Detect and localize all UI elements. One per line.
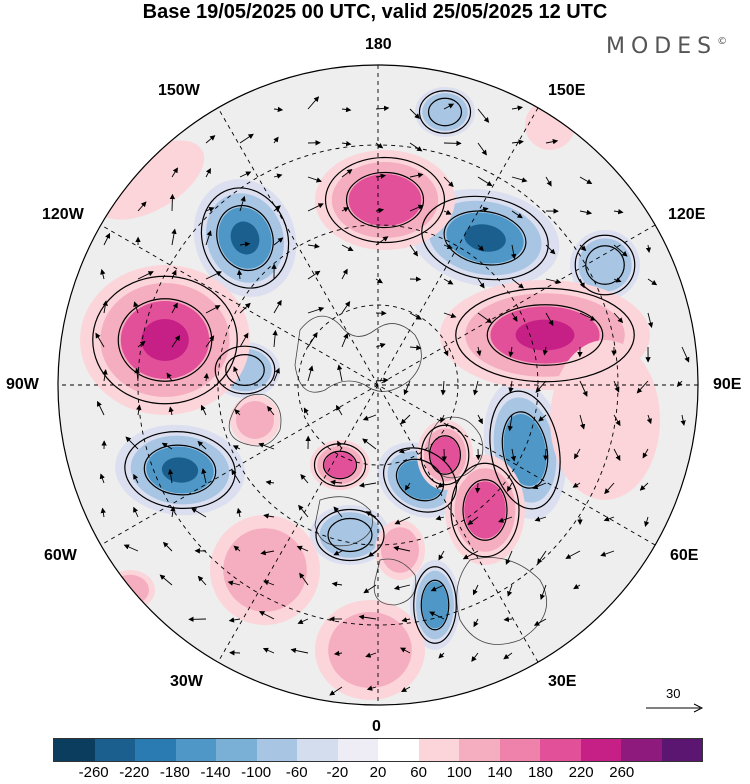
lon-label-90w: 90W — [6, 376, 39, 394]
lon-label-90e: 90E — [713, 376, 741, 394]
anomaly-blob — [223, 528, 307, 612]
anomaly-blob — [141, 319, 189, 361]
colorbar-swatch — [581, 739, 622, 761]
lon-label-150e: 150E — [548, 82, 585, 100]
colorbar-swatch — [540, 739, 581, 761]
colorbar-swatch — [459, 739, 500, 761]
colorbar-swatch — [662, 739, 703, 761]
anomaly-blob — [516, 320, 575, 351]
lon-label-30w: 30W — [170, 673, 203, 691]
colorbar-tick-label: -180 — [160, 764, 190, 781]
anomaly-blob — [464, 481, 506, 538]
anomaly-blob — [381, 527, 419, 573]
colorbar-swatch — [338, 739, 379, 761]
colorbar-swatch — [297, 739, 338, 761]
colorbar-tick-label: 20 — [370, 764, 387, 781]
colorbar-swatch — [419, 739, 460, 761]
colorbar-tick-label: -100 — [241, 764, 271, 781]
colorbar-swatch — [176, 739, 217, 761]
map-disc — [50, 60, 710, 720]
anomaly-blob — [236, 401, 274, 439]
colorbar-swatch — [378, 739, 419, 761]
anomaly-blob — [349, 174, 422, 226]
colorbar-swatch — [621, 739, 662, 761]
colorbar-tick-label: 220 — [569, 764, 594, 781]
colorbar-tick-label: -220 — [119, 764, 149, 781]
lon-label-180: 180 — [365, 36, 392, 54]
wind-vector — [477, 483, 478, 493]
colorbar-swatch — [135, 739, 176, 761]
colorbar-tick-label: -260 — [79, 764, 109, 781]
lon-label-0: 0 — [372, 718, 381, 736]
lon-label-150w: 150W — [158, 82, 200, 100]
anomaly-blob — [111, 575, 149, 605]
colorbar-tick-label: 60 — [410, 764, 427, 781]
colorbar — [53, 738, 703, 762]
colorbar-swatch — [54, 739, 95, 761]
anomaly-blob — [324, 452, 355, 478]
colorbar-tick-label: 140 — [487, 764, 512, 781]
anomaly-blob — [328, 612, 412, 688]
lon-label-60e: 60E — [670, 547, 698, 565]
wind-vector — [172, 195, 173, 211]
colorbar-tick-label: 260 — [609, 764, 634, 781]
colorbar-tick-label: 100 — [447, 764, 472, 781]
colorbar-swatch — [216, 739, 257, 761]
lon-label-120e: 120E — [668, 206, 705, 224]
wind-scale-value: 30 — [666, 686, 680, 701]
colorbar-swatch — [95, 739, 136, 761]
lon-label-120w: 120W — [42, 206, 84, 224]
colorbar-tick-label: -140 — [200, 764, 230, 781]
wind-scale-arrow — [644, 698, 704, 718]
colorbar-swatch — [500, 739, 541, 761]
colorbar-ticks: -260 -220 -180 -140 -100 -60 -20 20 60 100 140 180 2… — [0, 764, 750, 784]
colorbar-tick-label: -60 — [286, 764, 308, 781]
colorbar-tick-label: -20 — [327, 764, 349, 781]
colorbar-tick-label: 180 — [528, 764, 553, 781]
lon-label-30e: 30E — [548, 673, 576, 691]
anomaly-blob — [578, 238, 631, 291]
wind-scale-key: 30 — [644, 698, 704, 718]
lon-label-60w: 60W — [44, 547, 77, 565]
anomaly-blob — [550, 340, 660, 500]
colorbar-swatch — [257, 739, 298, 761]
wind-vector — [546, 449, 547, 460]
